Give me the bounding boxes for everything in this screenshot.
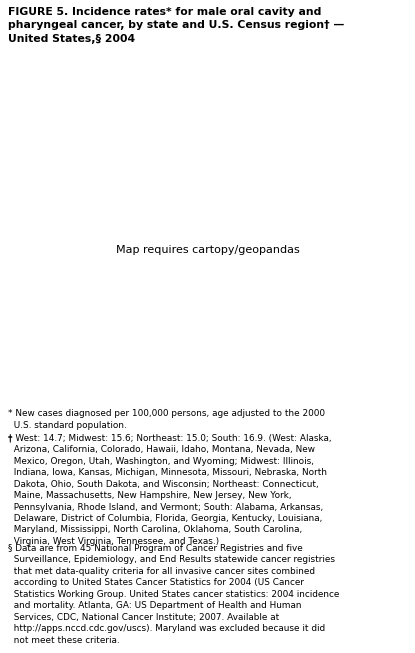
Text: § Data are from 45 National Program of Cancer Registries and five
  Surveillance: § Data are from 45 National Program of C…: [8, 544, 339, 645]
Text: † West: 14.7; Midwest: 15.6; Northeast: 15.0; South: 16.9. (West: Alaska,
  Ariz: † West: 14.7; Midwest: 15.6; Northeast: …: [8, 434, 332, 546]
Text: FIGURE 5. Incidence rates* for male oral cavity and
pharyngeal cancer, by state : FIGURE 5. Incidence rates* for male oral…: [8, 7, 345, 44]
Text: †: †: [8, 434, 16, 443]
Text: * New cases diagnosed per 100,000 persons, age adjusted to the 2000
  U.S. stand: * New cases diagnosed per 100,000 person…: [8, 409, 325, 430]
Text: Map requires cartopy/geopandas: Map requires cartopy/geopandas: [116, 245, 299, 255]
